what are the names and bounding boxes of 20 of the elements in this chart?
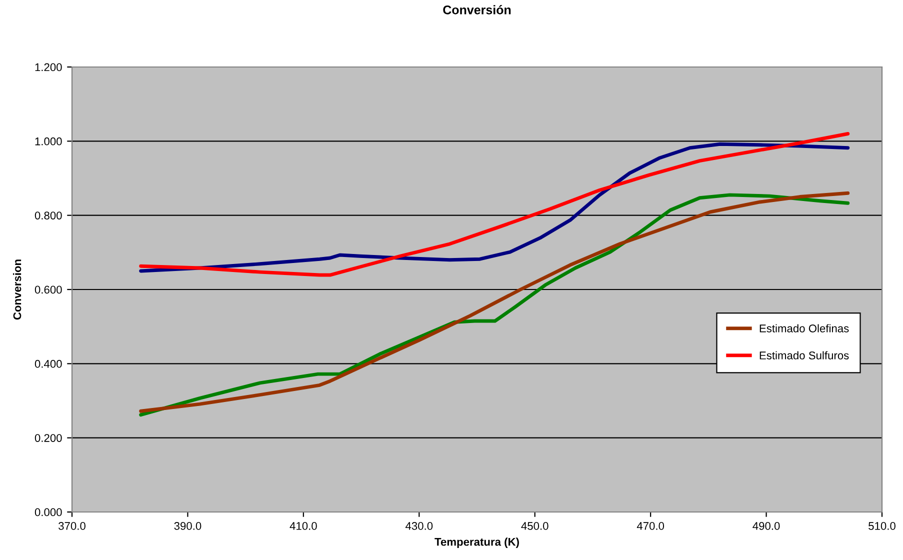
y-axis-title: Conversion	[13, 260, 22, 320]
legend-label: Estimado Sulfuros	[760, 351, 849, 360]
x-tick-label: 470.0	[636, 522, 664, 530]
x-tick-label: 510.0	[868, 522, 896, 530]
y-tick-label: 1.200	[35, 63, 62, 72]
legend-label: Estimado Olefinas	[760, 324, 849, 332]
chart-title: Conversión	[443, 5, 511, 14]
y-tick-label: 0.600	[34, 286, 62, 294]
y-tick-label: 0.000	[34, 508, 62, 516]
y-tick-label: 0.400	[34, 360, 62, 368]
x-tick-label: 410.0	[290, 522, 317, 530]
x-tick-label: 390.0	[174, 522, 202, 530]
x-tick-label: 430.0	[405, 522, 433, 530]
x-axis-title: Temperatura (K)	[434, 538, 519, 548]
y-tick-label: 0.800	[34, 212, 62, 220]
x-tick-label: 490.0	[752, 522, 780, 530]
x-tick-label: 450.0	[521, 522, 548, 530]
x-tick-label: 370.0	[58, 522, 86, 530]
y-tick-label: 1.000	[35, 137, 62, 146]
y-tick-label: 0.200	[34, 434, 62, 442]
